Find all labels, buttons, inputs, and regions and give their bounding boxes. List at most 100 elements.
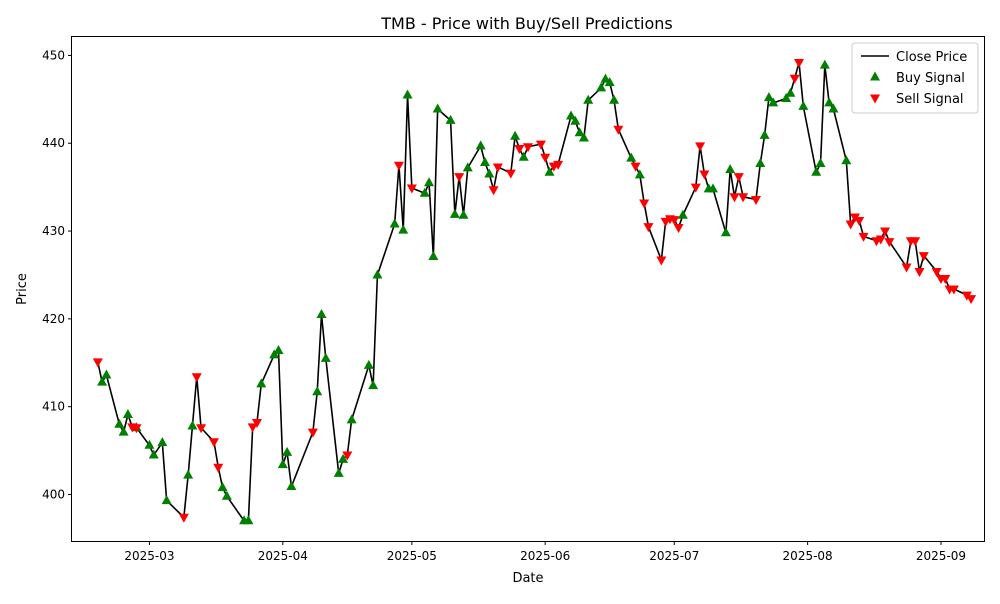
buy-signal-marker — [256, 378, 267, 388]
buy-signal-marker — [725, 164, 736, 174]
legend-swatch-buy-signal — [870, 71, 880, 81]
buy-signal-marker — [609, 94, 620, 104]
buy-signal-marker — [781, 92, 792, 102]
buy-signal-marker — [755, 157, 766, 167]
y-tick-label: 420 — [42, 312, 65, 326]
buy-signal-marker — [819, 59, 830, 69]
sell-signal-marker — [858, 232, 869, 242]
sell-signal-marker — [940, 274, 951, 284]
buy-signal-marker — [282, 446, 293, 456]
buy-signal-marker — [768, 97, 779, 107]
buy-signal-marker — [458, 209, 469, 219]
sell-signal-marker — [535, 140, 546, 150]
buy-signal-marker — [707, 183, 718, 193]
sell-signal-marker — [914, 267, 925, 277]
buy-signal-marker — [419, 187, 430, 197]
sell-signal-marker — [454, 173, 465, 183]
sell-signal-marker — [505, 169, 516, 179]
legend-box — [851, 42, 979, 114]
buy-signal-marker — [518, 151, 529, 161]
buy-signal-marker — [286, 481, 297, 491]
buy-signal-marker — [583, 94, 594, 104]
buy-signal-marker — [217, 481, 228, 491]
sell-signal-marker — [342, 451, 353, 461]
sell-signal-marker — [931, 267, 942, 277]
buy-signal-marker — [626, 152, 637, 162]
buy-signal-marker — [510, 130, 521, 140]
axis-ticks: 400 410 420 430 440 450 2025-03 2025-04 2025-05 2… — [42, 48, 966, 563]
sell-signal-marker — [656, 256, 667, 266]
buy-signal-marker — [187, 420, 198, 430]
buy-signal-marker — [277, 459, 288, 469]
buy-signal-marker — [634, 169, 645, 179]
axes-frame — [71, 36, 985, 542]
sell-signal-marker — [901, 263, 912, 273]
buy-signal-marker — [566, 110, 577, 120]
buy-signal-marker — [475, 140, 486, 150]
buy-signal-marker — [157, 437, 168, 447]
buy-signal-marker — [462, 162, 473, 172]
sell-signal-marker — [845, 220, 856, 230]
buy-signal-marker — [101, 369, 112, 379]
sell-signal-marker — [669, 216, 680, 226]
x-tick-label: 2025-06 — [520, 549, 570, 563]
buy-signal-marker — [144, 439, 155, 449]
buy-signal-marker — [97, 376, 108, 386]
sell-signal-marker — [948, 285, 959, 295]
legend-swatch-sell-signal — [870, 94, 880, 104]
buy-signal-marker — [363, 359, 374, 369]
sell-signal-marker — [918, 252, 929, 262]
buy-signal-marker — [763, 92, 774, 102]
sell-signal-marker — [514, 145, 525, 155]
sell-signal-marker — [613, 125, 624, 135]
plot-area — [92, 58, 977, 525]
buy-signal-marker — [479, 157, 490, 167]
buy-signal-marker — [815, 157, 826, 167]
close-price-line — [97, 61, 972, 522]
sell-signal-marker — [208, 438, 219, 448]
buy-signal-marker — [122, 409, 133, 419]
buy-signal-marker — [596, 82, 607, 92]
buy-signal-marker — [402, 89, 413, 99]
buy-signal-marker — [841, 155, 852, 165]
sell-signal-marker — [393, 161, 404, 171]
sell-signal-marker — [794, 58, 805, 68]
buy-signal-marker — [161, 495, 172, 505]
buy-signal-marker — [221, 490, 232, 500]
sell-signal-marker — [540, 153, 551, 163]
buy-signal-marker — [333, 467, 344, 477]
sell-signal-marker — [131, 424, 142, 434]
legend-label-close-price: Close Price — [896, 50, 967, 65]
sell-signal-marker — [213, 463, 224, 473]
buy-signal-marker — [114, 418, 125, 428]
x-tick-label: 2025-05 — [387, 549, 437, 563]
sell-signal-marker — [789, 74, 800, 84]
sell-signal-marker — [251, 418, 262, 428]
sell-signal-marker — [738, 193, 749, 203]
buy-signal-marker — [484, 168, 495, 178]
x-tick-label: 2025-09 — [916, 549, 966, 563]
y-tick-label: 450 — [42, 48, 65, 62]
y-tick-label: 430 — [42, 224, 65, 238]
buy-signal-marker — [372, 269, 383, 279]
buy-signal-marker — [720, 227, 731, 237]
buy-signal-marker — [338, 453, 349, 463]
chart-title: TMB - Price with Buy/Sell Predictions — [380, 14, 672, 33]
buy-signal-marker — [578, 132, 589, 142]
buy-signal-marker — [544, 166, 555, 176]
sell-signal-marker — [307, 428, 318, 438]
sell-signal-marker — [690, 183, 701, 193]
buy-signal-marker — [118, 426, 129, 436]
buy-signal-marker — [570, 115, 581, 125]
buy-signal-marker — [346, 414, 357, 424]
buy-signal-marker — [368, 380, 379, 390]
buy-signal-marker — [600, 73, 611, 83]
x-axis-label: Date — [512, 571, 543, 586]
buy-signal-marker — [424, 177, 435, 187]
buy-signal-marker — [759, 129, 770, 139]
sell-signal-marker — [729, 193, 740, 203]
legend: Close Price Buy Signal Sell Signal — [851, 42, 979, 114]
buy-signal-marker — [316, 308, 327, 318]
buy-signal-marker — [428, 251, 439, 261]
